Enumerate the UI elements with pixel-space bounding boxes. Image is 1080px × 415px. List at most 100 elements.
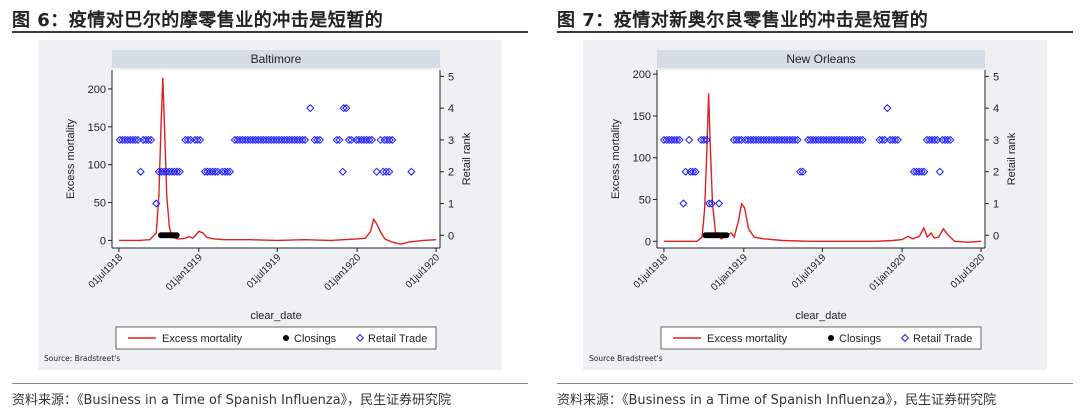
- chart-title-band: [657, 50, 985, 68]
- retail-trade-point: [306, 104, 315, 113]
- y2-tick-label: 0: [448, 230, 454, 242]
- retail-trade-point: [193, 135, 202, 145]
- excess-mortality-line: [663, 93, 982, 243]
- source-caption: 资料来源：《Business in a Time of Spanish Infl…: [12, 393, 452, 408]
- y-axis-label: Excess mortality: [65, 118, 77, 199]
- retail-trade-point: [146, 135, 156, 145]
- figure-title: 图 6：疫情对巴尔的摩零售业的冲击是短暂的: [12, 10, 384, 31]
- retail-trade-point: [675, 135, 684, 145]
- retail-trade-point: [382, 167, 391, 176]
- bottom-rule: [12, 383, 528, 384]
- retail-trade-point: [175, 167, 184, 176]
- y-axis-label: Excess mortality: [610, 118, 622, 199]
- title-rule: [12, 31, 528, 33]
- retail-trade-point: [298, 135, 307, 145]
- title-rule: [557, 31, 1073, 33]
- source-caption: 资料来源：《Business in a Time of Spanish Infl…: [557, 393, 997, 408]
- y-tick-label: 150: [88, 122, 106, 134]
- plot-area: [657, 70, 985, 248]
- series-excess-mortality: [118, 77, 437, 245]
- retail-trade-point: [691, 167, 700, 176]
- y2-axis-label: Retail rank: [461, 132, 473, 185]
- retail-trade-point: [679, 199, 688, 208]
- x-tick-label: 01jul1920: [949, 252, 988, 291]
- retail-trade-point: [714, 199, 724, 208]
- retail-trade-point: [144, 135, 153, 145]
- retail-trade-point: [313, 135, 322, 145]
- retail-trade-point: [172, 167, 182, 176]
- retail-trade-point: [152, 199, 161, 208]
- retail-trade-point: [935, 167, 944, 176]
- retail-trade-point: [379, 167, 388, 176]
- y-tick-label: 100: [88, 160, 106, 172]
- series-closings: [158, 232, 180, 239]
- retail-trade-point: [385, 167, 394, 176]
- retail-trade-point: [702, 135, 711, 145]
- legend-dot-marker: [828, 335, 834, 341]
- retail-trade-point: [195, 135, 205, 145]
- y2-tick-label: 1: [448, 199, 454, 211]
- y2-tick-label: 5: [993, 71, 999, 83]
- series-retail-trade: [659, 104, 955, 208]
- y2-tick-label: 3: [993, 135, 999, 147]
- y2-tick-label: 3: [448, 135, 454, 147]
- retail-trade-point: [131, 135, 140, 145]
- y2-tick-label: 5: [448, 71, 454, 83]
- y-tick-label: 200: [633, 69, 651, 81]
- legend: Excess mortality Closings Retail Trade: [660, 326, 982, 350]
- retail-trade-point: [688, 167, 698, 176]
- retail-trade-point: [704, 199, 714, 208]
- retail-trade-point: [883, 104, 892, 113]
- y2-tick-label: 2: [448, 167, 454, 179]
- bottom-rule: [557, 383, 1073, 384]
- retail-trade-point: [342, 104, 351, 113]
- retail-trade-point: [372, 167, 381, 176]
- legend-diamond-marker: [355, 333, 365, 343]
- figure-panel-left: 图 6：疫情对巴尔的摩零售业的冲击是短暂的 Baltimore 0 50 100 150…: [12, 0, 528, 415]
- retail-trade-point: [796, 167, 805, 176]
- x-tick-label: 01jul1919: [790, 252, 829, 291]
- retail-trade-point: [699, 135, 708, 145]
- retail-trade-point: [858, 135, 867, 145]
- retail-trade-point: [344, 135, 353, 145]
- figure-title: 图 7：疫情对新奥尔良零售业的冲击是短暂的: [557, 10, 929, 31]
- legend-label: Excess mortality: [162, 333, 243, 345]
- retail-trade-point: [893, 135, 902, 145]
- legend-label: Closings: [839, 333, 882, 345]
- legend-label: Excess mortality: [707, 333, 788, 345]
- y2-tick-label: 4: [993, 103, 999, 115]
- y-tick-label: 50: [639, 195, 651, 207]
- x-tick-label: 01jul1918: [87, 252, 126, 291]
- y-tick-label: 150: [633, 111, 651, 123]
- retail-trade-point: [798, 167, 807, 176]
- retail-trade-point: [211, 167, 220, 176]
- retail-trade-point: [790, 135, 800, 145]
- plot-area: [112, 70, 440, 248]
- x-tick-label: 01jul1919: [245, 252, 284, 291]
- y2-axis-label: Retail rank: [1006, 132, 1018, 185]
- x-tick-label: 01jan1919: [164, 252, 205, 293]
- closing-point: [723, 232, 730, 239]
- retail-trade-point: [225, 167, 235, 176]
- legend-label: Retail Trade: [913, 333, 972, 345]
- retail-trade-point: [930, 135, 939, 145]
- legend-diamond-marker: [900, 333, 910, 343]
- retail-trade-point: [672, 135, 682, 145]
- retail-trade-point: [388, 135, 397, 145]
- series-excess-mortality: [663, 93, 982, 243]
- x-tick-label: 01jan1920: [322, 252, 363, 293]
- chart-source-note: Source: Bradstreet's: [44, 354, 121, 363]
- excess-mortality-line: [118, 77, 437, 245]
- retail-trade-point: [136, 167, 145, 176]
- y-tick-label: 0: [645, 236, 651, 248]
- figure-panel-right: 图 7：疫情对新奥尔良零售业的冲击是短暂的 New Orleans 0 50 100 1…: [557, 0, 1073, 415]
- retail-trade-point: [943, 135, 952, 145]
- x-axis-label: clear_date: [250, 310, 301, 322]
- y2-tick-label: 0: [993, 230, 999, 242]
- retail-trade-point: [315, 135, 324, 145]
- x-axis-label: clear_date: [795, 310, 846, 322]
- retail-trade-point: [335, 135, 344, 145]
- retail-trade-point: [707, 199, 716, 208]
- chart-area: New Orleans 0 50 100 150 200 Excess mortality 0…: [583, 40, 1047, 370]
